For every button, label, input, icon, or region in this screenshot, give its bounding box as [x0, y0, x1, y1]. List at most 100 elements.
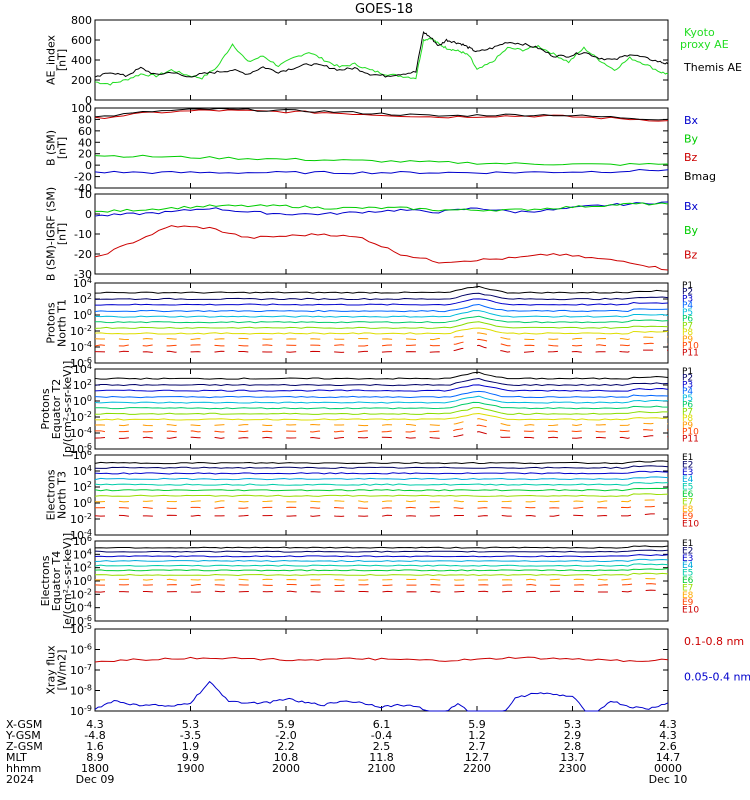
y-tick-label: 800: [71, 14, 92, 27]
channel-line-e10: [94, 513, 669, 517]
y-tick-label: 0: [85, 208, 92, 221]
channel-legend-e4: E4: [682, 475, 694, 485]
channel-line-p10: [94, 424, 669, 433]
panel-frame: [94, 19, 669, 101]
channel-legend-e8: E8: [682, 591, 694, 601]
y-tick-label: 10-4: [70, 528, 92, 542]
channel-legend-e5: E5: [682, 483, 693, 493]
channel-line-e4: [94, 476, 669, 481]
series-line-0.05-0.4-nm: [94, 680, 669, 712]
footer-value: 8.9: [86, 751, 104, 764]
channel-line-e4: [94, 558, 669, 562]
channel-line-p3: [94, 384, 669, 392]
channel-legend-p2: P2: [682, 374, 693, 384]
footer-value: 2.7: [468, 740, 486, 753]
footer-value: 9.9: [182, 751, 200, 764]
footer-value: 10.8: [274, 751, 299, 764]
channel-legend-e9: E9: [682, 598, 694, 608]
footer-value: 13.7: [560, 751, 585, 764]
footer-row-label: Y-GSM: [5, 729, 41, 742]
y-tick-label: -30: [74, 268, 92, 281]
footer-value: 4.3: [86, 718, 104, 731]
channel-legend-p7: P7: [682, 321, 693, 331]
y-tick-label: 10-6: [70, 614, 92, 628]
channel-line-p4: [94, 390, 669, 399]
channel-legend-p1: P1: [682, 281, 693, 291]
channel-line-p7: [94, 321, 669, 329]
y-tick-label: -20: [74, 248, 92, 261]
y-tick-label: 20: [78, 148, 92, 161]
channel-line-e8: [94, 498, 669, 503]
legend-entry: Kyoto: [684, 26, 715, 39]
footer-value: 11.8: [369, 751, 394, 764]
series-line-by: [94, 202, 669, 213]
channel-legend-e9: E9: [682, 512, 694, 522]
channel-legend-p9: P9: [682, 335, 693, 345]
footer-value: 14.7: [656, 751, 681, 764]
y-tick-label: -20: [74, 171, 92, 184]
channel-legend-p5: P5: [682, 308, 693, 318]
channel-legend-p1: P1: [682, 367, 693, 377]
channel-line-p8: [94, 327, 669, 335]
legend-entry: Themis AE: [683, 61, 742, 74]
footer-value: 1.6: [86, 740, 104, 753]
footer-value: 2300: [559, 762, 587, 775]
channel-legend-e10: E10: [682, 606, 699, 616]
footer-value: 2.5: [373, 740, 391, 753]
y-tick-label: 100: [73, 496, 92, 510]
y-tick-label: 104: [73, 362, 92, 376]
channel-line-e9: [94, 505, 669, 509]
legend-entry: Bz: [684, 151, 698, 164]
channel-line-e8: [94, 577, 669, 581]
channel-line-p9: [94, 418, 669, 427]
channel-line-e7: [94, 572, 669, 576]
y-axis-label: ProtonsEquator T2[p/(cm²-s-sr-keV)]: [39, 361, 74, 458]
y-tick-label: 10-4: [70, 426, 92, 440]
panel-eequator: 10-610-410-2100102104106ElectronsEquator…: [39, 533, 699, 629]
series-line-bmag: [94, 107, 669, 121]
footer-row-label: Z-GSM: [6, 740, 43, 753]
channel-line-p2: [94, 292, 669, 301]
channel-line-p1: [94, 285, 669, 294]
channel-legend-p2: P2: [682, 288, 693, 298]
series-line-bx: [94, 168, 669, 175]
legend-entry: Bmag: [684, 170, 716, 183]
channel-line-p6: [94, 401, 669, 410]
footer-value: 5.9: [277, 718, 295, 731]
y-tick-label: 10-4: [70, 601, 92, 615]
channel-legend-p8: P8: [682, 414, 693, 424]
channel-legend-e4: E4: [682, 561, 694, 571]
channel-line-p8: [94, 413, 669, 421]
footer-row-label: MLT: [6, 751, 27, 764]
channel-line-p9: [94, 332, 669, 341]
footer-value: 12.7: [465, 751, 490, 764]
footer-value: -3.5: [180, 729, 201, 742]
channel-legend-p6: P6: [682, 315, 693, 325]
channel-line-p7: [94, 406, 669, 415]
footer-value: 2200: [463, 762, 491, 775]
footer-value: 5.9: [468, 718, 486, 731]
channel-legend-e5: E5: [682, 569, 693, 579]
series-line-kyoto-proxy-ae: [94, 37, 669, 86]
series-line-bz: [94, 109, 669, 122]
channel-legend-p6: P6: [682, 401, 693, 411]
y-tick-label: 10-2: [70, 410, 92, 424]
y-tick-label: 60: [78, 125, 92, 138]
series-line-0.1-0.8-nm: [94, 656, 669, 663]
footer-value: Dec 10: [649, 773, 688, 786]
channel-legend-e6: E6: [682, 576, 694, 586]
channel-line-e3: [94, 554, 669, 558]
panel-bigrf: -30 -20 -10 0 10 B (SM)-IGRF (SM)[nT] Bx By Bz: [45, 187, 699, 281]
y-tick-label: 10-9: [70, 704, 92, 718]
footer-value: -2.0: [275, 729, 296, 742]
y-tick-label: 106: [73, 534, 92, 548]
y-tick-label: 10-6: [70, 442, 92, 456]
y-tick-label: 0: [85, 159, 92, 172]
footer-value: Dec 09: [76, 773, 115, 786]
channel-line-e3: [94, 470, 669, 475]
series-line-by: [94, 154, 669, 166]
